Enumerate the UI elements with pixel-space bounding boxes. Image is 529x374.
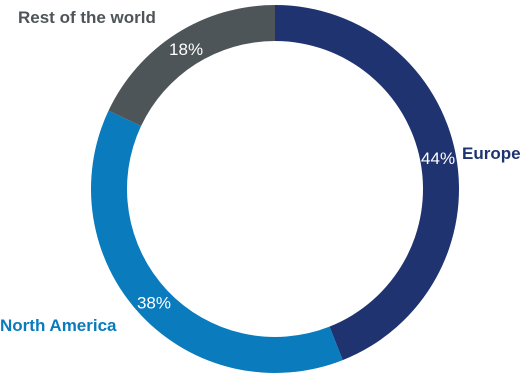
value-label-europe: 44%: [421, 149, 455, 168]
value-label-rest-of-the-world: 18%: [169, 40, 203, 59]
category-label-europe: Europe: [462, 144, 521, 163]
slice-rest-of-the-world: [108, 5, 275, 126]
donut-labels: 44% Europe 38% North America 18% Rest of the …: [0, 8, 521, 335]
value-label-north-america: 38%: [137, 294, 171, 313]
slice-europe: [275, 5, 460, 361]
donut-slices: [90, 5, 460, 373]
category-label-rest-of-the-world: Rest of the world: [18, 8, 156, 27]
category-label-north-america: North America: [0, 316, 117, 335]
slice-north-america: [90, 110, 343, 373]
